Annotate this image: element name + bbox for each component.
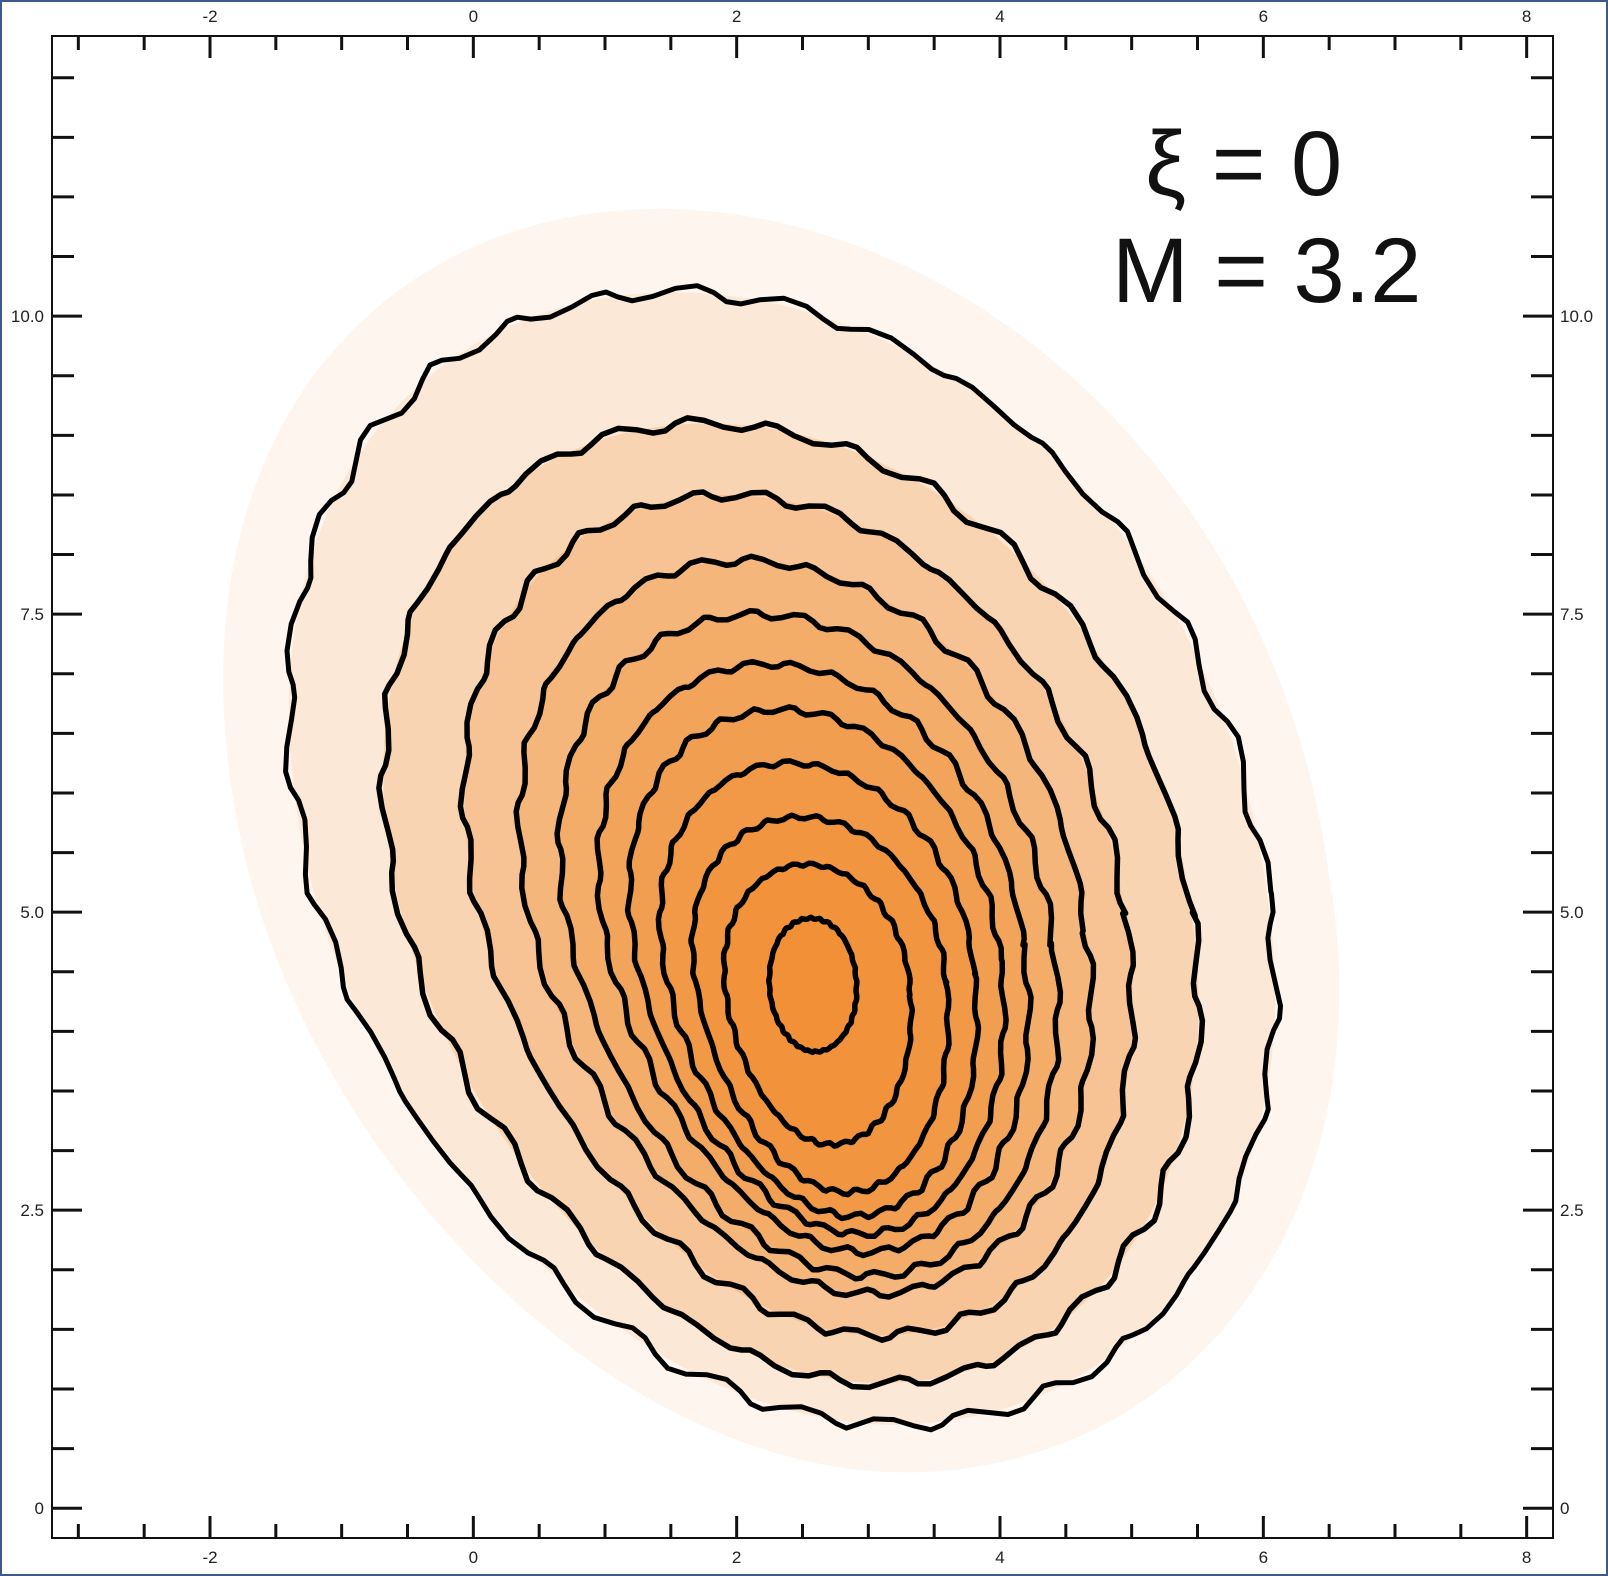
x-tick-label-bottom: 6 <box>1259 1548 1268 1567</box>
contour-line-11 <box>766 914 860 1055</box>
annotation-xi: ξ = 0 <box>1145 113 1342 215</box>
x-tick-label-top: 8 <box>1522 7 1531 26</box>
density-fill-layer <box>223 208 1340 1473</box>
density-band-10 <box>724 864 912 1145</box>
contour-line-2 <box>376 415 1206 1391</box>
contour-line-9 <box>688 812 952 1198</box>
y-tick-label-left: 5.0 <box>20 903 44 922</box>
y-tick-label-left: 0 <box>35 1499 44 1518</box>
contour-line-8 <box>655 758 982 1222</box>
x-tick-label-top: 6 <box>1259 7 1268 26</box>
x-tick-label-top: 0 <box>469 7 478 26</box>
contour-line-10 <box>720 860 916 1149</box>
contour-lines <box>283 283 1283 1433</box>
x-tick-label-top: 2 <box>732 7 741 26</box>
contour-line-6 <box>594 658 1034 1259</box>
y-tick-label-right: 2.5 <box>1560 1201 1584 1220</box>
y-tick-label-right: 0 <box>1560 1499 1569 1518</box>
y-tick-label-left: 10.0 <box>11 307 44 326</box>
density-band-6 <box>598 664 1029 1252</box>
contour-line-5 <box>554 608 1064 1282</box>
y-tick-label-left: 2.5 <box>20 1201 44 1220</box>
x-tick-label-bottom: 4 <box>995 1548 1004 1567</box>
density-band-2 <box>383 423 1199 1383</box>
density-band-3 <box>464 494 1133 1336</box>
y-tick-label-right: 7.5 <box>1560 605 1584 624</box>
contour-line-7 <box>624 704 1009 1240</box>
contour-line-1 <box>283 283 1283 1433</box>
y-tick-label-right: 10.0 <box>1560 307 1593 326</box>
x-tick-label-bottom: 2 <box>732 1548 741 1567</box>
density-band-4 <box>519 560 1092 1294</box>
contour-line-3 <box>457 489 1139 1343</box>
axis-ticks <box>52 36 1553 1538</box>
x-tick-label-bottom: 8 <box>1522 1548 1531 1567</box>
x-tick-label-bottom: -2 <box>202 1548 217 1567</box>
density-band-11 <box>769 918 857 1052</box>
contour-line-4 <box>513 553 1097 1300</box>
annotation-m: M = 3.2 <box>1112 220 1421 322</box>
x-tick-label-bottom: 0 <box>469 1548 478 1567</box>
y-tick-label-right: 5.0 <box>1560 903 1584 922</box>
y-tick-label-left: 7.5 <box>20 605 44 624</box>
density-band-7 <box>629 709 1004 1234</box>
tick-labels: -2 -2 0 0 2 2 4 4 6 6 8 8 0 0 2.5 2.5 5.0 5.0 7.5 7.5 10.0 10… <box>11 7 1593 1567</box>
x-tick-label-top: 4 <box>995 7 1004 26</box>
x-tick-label-top: -2 <box>202 7 217 26</box>
density-band-8 <box>660 763 977 1217</box>
